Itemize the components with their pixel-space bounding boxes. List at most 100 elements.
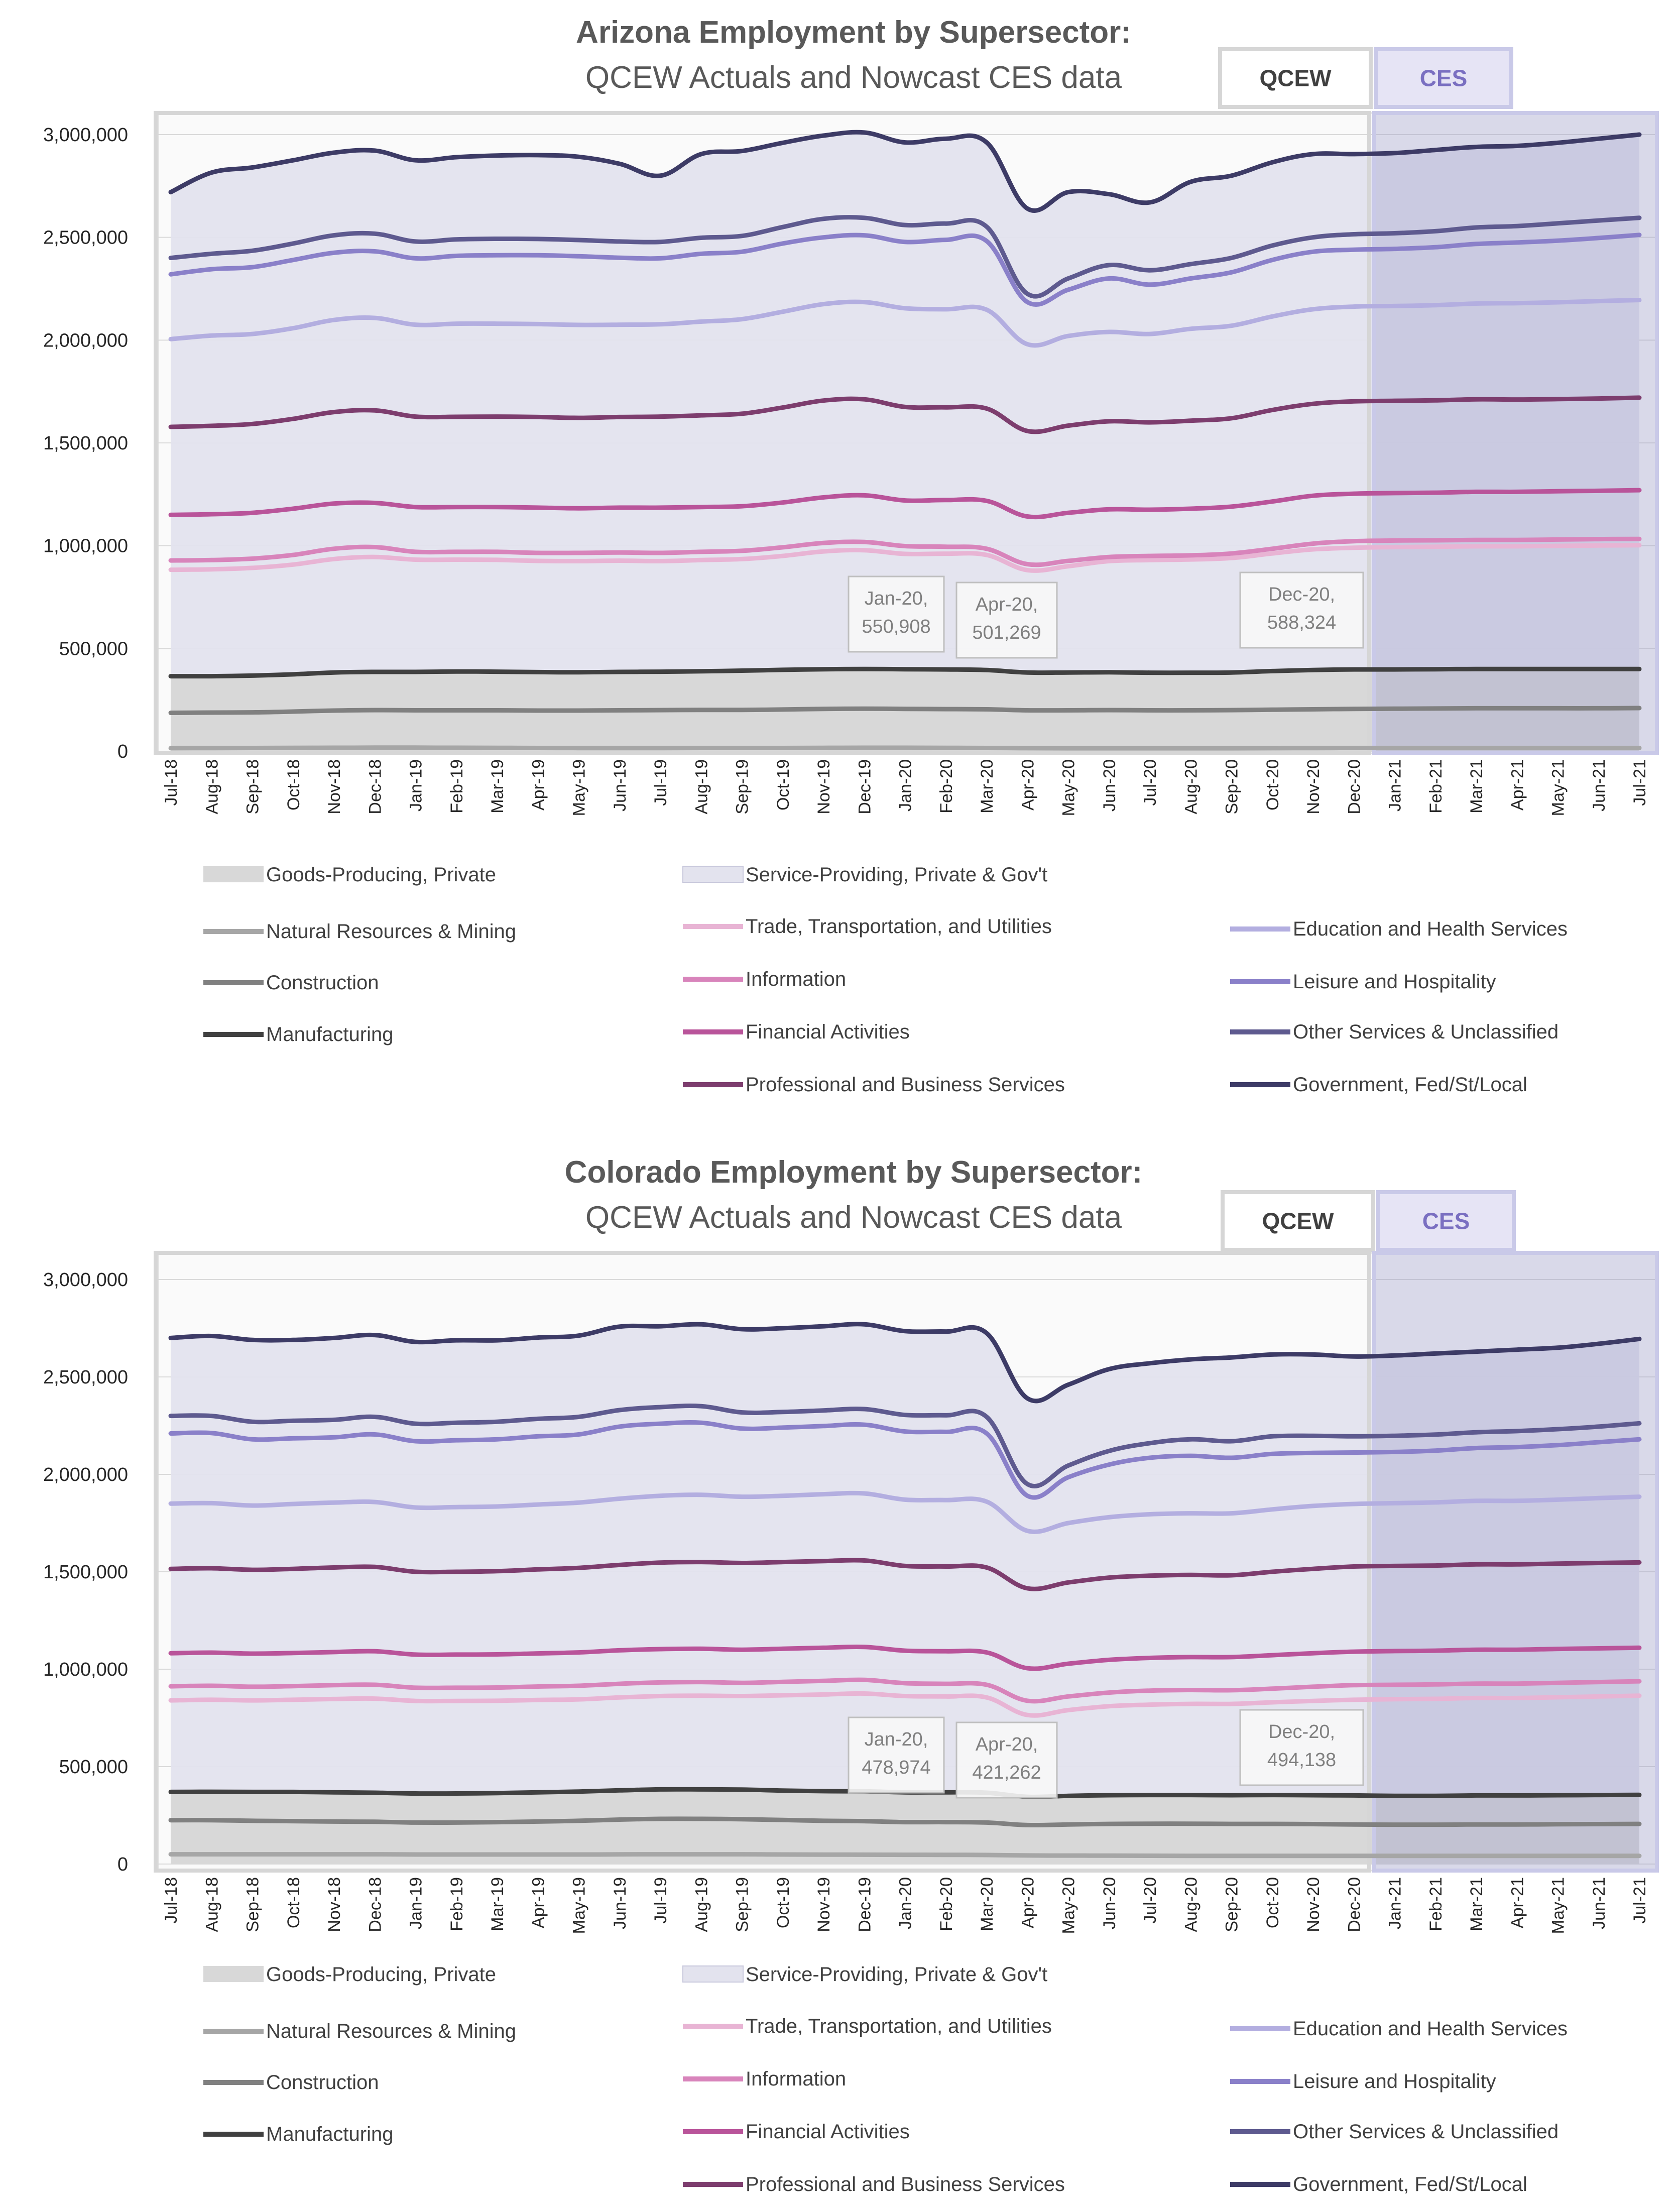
qcew-region <box>154 1251 1371 1873</box>
x-tick-label: Oct-20 <box>1263 1877 1282 1928</box>
x-tick-label: Jan-19 <box>407 759 426 811</box>
chart-subtitle: QCEW Actuals and Nowcast CES data <box>585 60 1122 95</box>
callout-box <box>1239 1709 1364 1786</box>
qcew-badge <box>1218 47 1373 109</box>
legend-label: Financial Activities <box>746 2121 910 2143</box>
legend-label: Construction <box>266 972 379 994</box>
series-line <box>168 488 1642 520</box>
chart-title: Arizona Employment by Supersector: <box>576 15 1131 50</box>
qcew-region <box>154 111 1371 755</box>
x-tick-label: Aug-18 <box>202 1877 221 1932</box>
x-tick-label: Sep-18 <box>244 759 263 815</box>
x-tick-label: Sep-20 <box>1223 759 1242 815</box>
service-providing-area <box>171 132 1639 676</box>
callout-box <box>955 582 1058 659</box>
x-tick-label: Aug-20 <box>1181 1877 1201 1932</box>
x-tick-label: Sep-19 <box>733 1877 752 1932</box>
x-tick-label: Nov-19 <box>814 759 833 815</box>
series-line <box>168 706 1642 715</box>
x-tick-label: Apr-21 <box>1508 759 1527 810</box>
legend-label-service: Service-Providing, Private & Gov't <box>746 864 1047 886</box>
legend-label: Leisure and Hospitality <box>1293 2070 1496 2093</box>
x-tick-label: Oct-20 <box>1263 759 1282 810</box>
legend-label: Manufacturing <box>266 1023 393 1046</box>
x-tick-label: Jul-19 <box>651 1877 670 1924</box>
legend-label: Government, Fed/St/Local <box>1293 2173 1527 2195</box>
x-tick-label: Jun-19 <box>611 759 630 811</box>
x-tick-label: Apr-19 <box>529 759 548 810</box>
series-line <box>168 1322 1642 1404</box>
x-tick-label: Jan-21 <box>1386 1877 1405 1929</box>
series-line <box>168 298 1642 348</box>
x-tick-label: Jun-21 <box>1590 1877 1609 1929</box>
x-tick-label: May-20 <box>1059 759 1078 816</box>
x-tick-label: Nov-18 <box>325 759 344 815</box>
callout-value: 478,974 <box>862 1757 930 1778</box>
x-tick-label: May-21 <box>1549 759 1568 816</box>
x-tick-label: Mar-21 <box>1467 759 1486 814</box>
x-tick-label: Mar-21 <box>1467 1877 1486 1931</box>
x-tick-label: Feb-21 <box>1426 1877 1446 1931</box>
legend-label: Construction <box>266 2071 379 2094</box>
x-tick-label: Dec-18 <box>366 1877 385 1932</box>
legend-label: Education and Health Services <box>1293 2018 1568 2040</box>
legend-label-service: Service-Providing, Private & Gov't <box>746 1963 1047 1986</box>
y-tick-label: 1,500,000 <box>43 1562 128 1583</box>
y-tick-label: 2,500,000 <box>43 227 128 249</box>
ces-nowcast-region <box>1372 111 1659 755</box>
x-tick-label: Jun-20 <box>1100 1877 1119 1929</box>
legend-label: Natural Resources & Mining <box>266 920 516 943</box>
legend-label: Natural Resources & Mining <box>266 2020 516 2042</box>
x-tick-label: Jan-21 <box>1386 759 1405 811</box>
legend-label: Financial Activities <box>746 1021 910 1043</box>
series-line <box>168 1404 1642 1489</box>
x-tick-label: Feb-21 <box>1426 759 1446 814</box>
qcew-badge <box>1221 1190 1375 1252</box>
ces-badge <box>1374 47 1513 109</box>
x-tick-label: May-19 <box>570 1877 589 1934</box>
x-tick-label: Aug-18 <box>202 759 221 815</box>
x-tick-label: Mar-19 <box>488 759 507 814</box>
legend-swatch-goods <box>203 866 264 882</box>
x-tick-label: Sep-20 <box>1223 1877 1242 1932</box>
x-tick-label: Oct-19 <box>774 759 793 810</box>
callout-value: 501,269 <box>972 622 1041 643</box>
series-line <box>168 215 1642 299</box>
x-tick-label: Nov-18 <box>325 1877 344 1932</box>
goods-producing-area <box>171 1789 1639 1864</box>
series-line <box>168 1816 1642 1828</box>
x-tick-label: Oct-19 <box>774 1877 793 1928</box>
series-line <box>168 1420 1642 1500</box>
chart-subtitle: QCEW Actuals and Nowcast CES data <box>585 1200 1122 1235</box>
x-tick-label: Jun-20 <box>1100 759 1119 811</box>
x-tick-label: Apr-21 <box>1508 1877 1527 1928</box>
legend-label: Information <box>746 2068 846 2090</box>
x-tick-label: Mar-19 <box>488 1877 507 1931</box>
callout-month: Apr-20, <box>976 1734 1038 1755</box>
y-tick-label: 500,000 <box>59 1757 128 1778</box>
x-tick-label: Apr-20 <box>1018 759 1037 810</box>
x-tick-label: Feb-19 <box>447 759 466 814</box>
x-tick-label: Oct-18 <box>284 1877 303 1928</box>
x-tick-label: Jun-19 <box>611 1877 630 1929</box>
series-line <box>168 130 1642 213</box>
series-line <box>168 1490 1642 1534</box>
arizona-chart: Arizona Employment by Supersector: QCEW A… <box>43 15 1659 1096</box>
x-tick-label: Feb-20 <box>937 759 956 814</box>
x-tick-label: May-21 <box>1549 1877 1568 1934</box>
x-tick-label: Jul-19 <box>651 759 670 806</box>
y-tick-label: 3,000,000 <box>43 125 128 146</box>
x-tick-label: Feb-20 <box>937 1877 956 1931</box>
x-tick-label: Sep-18 <box>244 1877 263 1932</box>
legend-swatch-goods <box>203 1966 264 1982</box>
x-tick-label: May-19 <box>570 759 589 816</box>
y-tick-label: 1,000,000 <box>43 1659 128 1680</box>
x-tick-label: Aug-20 <box>1181 759 1201 815</box>
callout-month: Dec-20, <box>1268 584 1335 605</box>
y-tick-label: 3,000,000 <box>43 1269 128 1291</box>
x-tick-label: Apr-19 <box>529 1877 548 1928</box>
y-tick-label: 2,500,000 <box>43 1367 128 1388</box>
legend-label-goods: Goods-Producing, Private <box>266 864 496 886</box>
x-tick-label: Dec-20 <box>1345 759 1364 815</box>
series-line <box>168 395 1642 434</box>
